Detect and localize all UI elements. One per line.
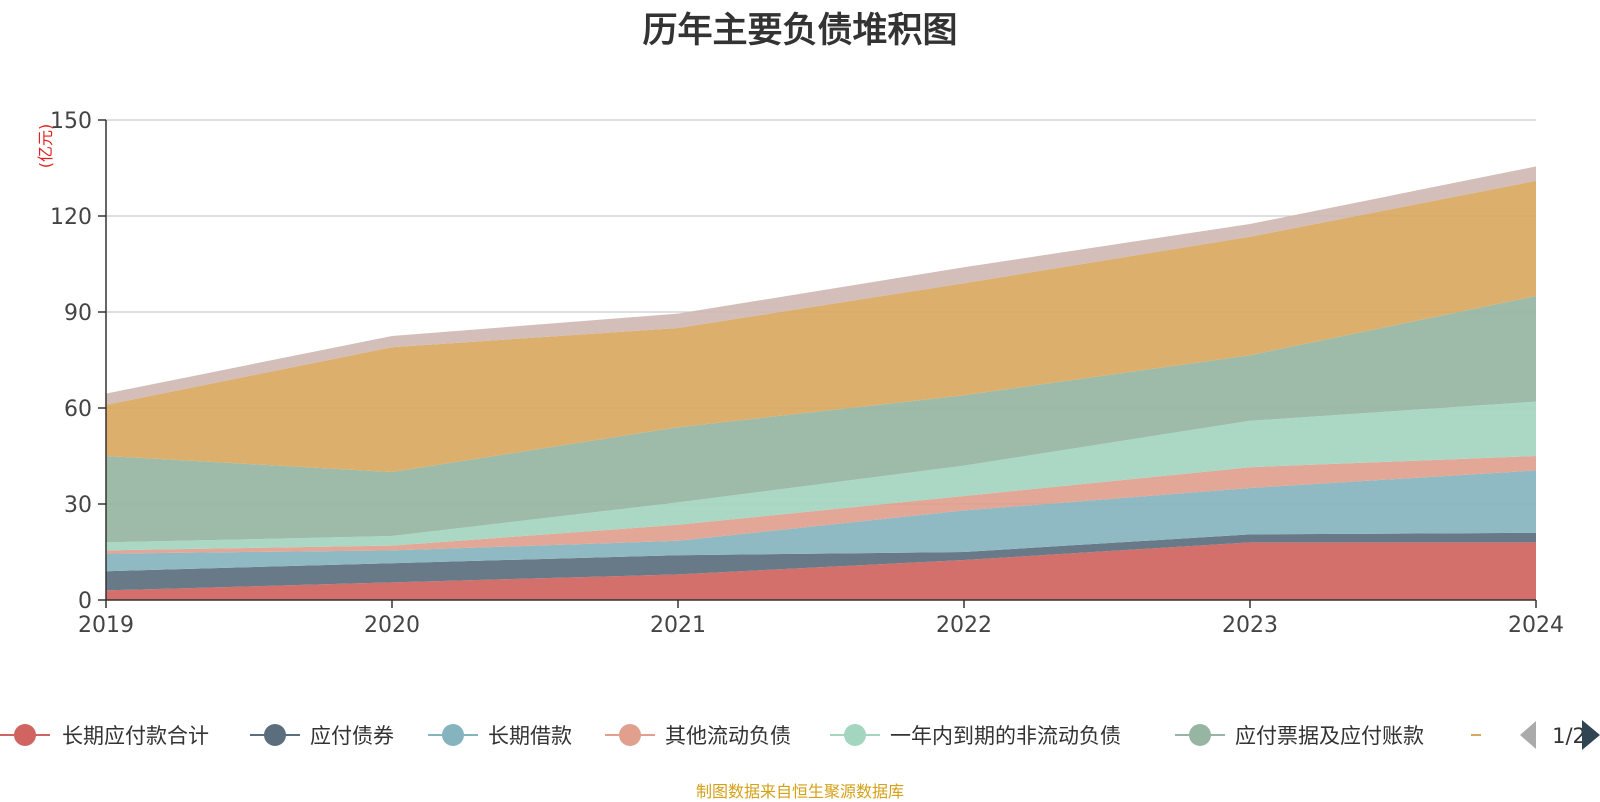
legend-label: 长期应付款合计 [62, 724, 209, 748]
y-tick-label: 150 [50, 109, 92, 134]
axes: 0 30 60 90 120 150 2019 2020 2021 2022 2023 2024 (亿元… [36, 109, 1564, 638]
y-axis-unit-label: (亿元) [36, 124, 55, 169]
legend-marker [442, 724, 464, 746]
legend-marker [619, 724, 641, 746]
series-area-3 [106, 470, 1536, 572]
legend-page-indicator: 1/2 [1552, 724, 1586, 748]
stacked-areas [106, 166, 1536, 600]
x-tick-label: 2024 [1508, 613, 1564, 638]
legend-label: 其他流动负债 [665, 724, 791, 748]
legend-next-page-icon[interactable] [1582, 720, 1600, 750]
y-tick-label: 90 [64, 301, 92, 326]
source-note: 制图数据来自恒生聚源数据库 [695, 782, 904, 801]
x-tick-label: 2023 [1222, 613, 1278, 638]
legend: 长期应付款合计 应付债券 长期借款 其他流动负债 一年内到期的非流动负债 应付票据及应付账… [0, 720, 1600, 750]
legend-label: 长期借款 [488, 724, 572, 748]
series-area-4 [106, 456, 1536, 554]
series-area-1 [106, 542, 1536, 600]
x-tick-label: 2019 [78, 613, 134, 638]
legend-marker [14, 724, 36, 746]
y-tick-label: 120 [50, 205, 92, 230]
chart-title: 历年主要负债堆积图 [642, 11, 958, 51]
y-tick-label: 30 [64, 493, 92, 518]
series-area-5 [106, 401, 1536, 551]
legend-marker [264, 724, 286, 746]
legend-marker [1189, 724, 1211, 746]
legend-prev-page-icon[interactable] [1520, 721, 1536, 749]
legend-label: 一年内到期的非流动负债 [890, 724, 1121, 748]
legend-label: 应付票据及应付账款 [1235, 724, 1424, 748]
series-area-7 [106, 180, 1536, 473]
legend-marker [844, 724, 866, 746]
y-tick-label: 0 [78, 589, 92, 614]
series-area-2 [106, 532, 1536, 591]
series-area-6 [106, 296, 1536, 543]
legend-label: 应付债券 [310, 724, 394, 748]
y-tick-label: 60 [64, 397, 92, 422]
x-tick-label: 2020 [364, 613, 420, 638]
x-tick-label: 2021 [650, 613, 706, 638]
x-tick-label: 2022 [936, 613, 992, 638]
